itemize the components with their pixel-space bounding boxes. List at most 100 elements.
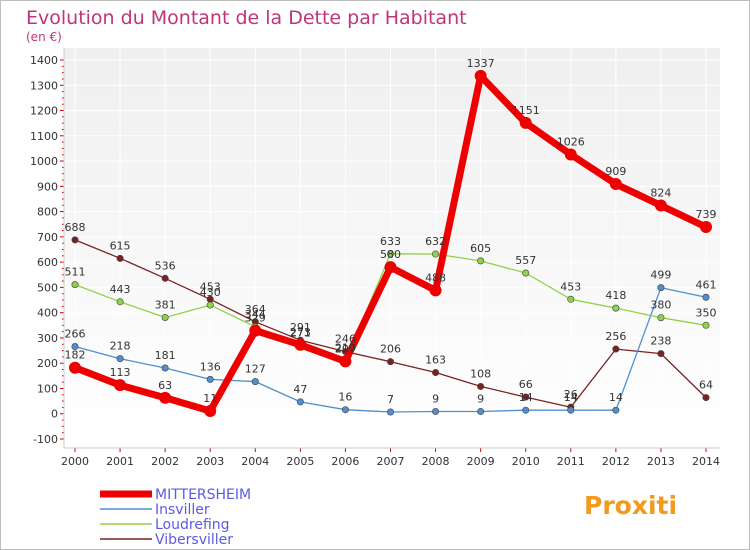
y-tick-label: 1200 [30,105,58,118]
point-loudrefing [612,304,620,312]
data-label-vibersviller: 66 [519,378,533,391]
data-label-vibersviller: 206 [380,343,401,356]
data-label-insviller: 14 [609,391,623,404]
data-label-mittersheim: 488 [425,271,446,284]
data-label-insviller: 127 [245,363,266,376]
point-mittersheim [700,221,712,234]
legend-label-vibersviller: Vibersviller [155,532,233,548]
data-label-mittersheim: 1026 [557,135,585,148]
data-label-mittersheim: 63 [158,379,172,392]
point-vibersviller [161,274,169,282]
x-tick-label: 2014 [692,455,720,468]
data-label-loudrefing: 381 [155,298,176,311]
data-label-loudrefing: 632 [425,235,446,248]
point-insviller [116,355,124,363]
point-insviller [612,406,620,414]
point-mittersheim [609,178,622,191]
point-insviller [477,407,485,415]
point-vibersviller [657,350,665,358]
data-label-loudrefing: 380 [650,299,671,312]
y-tick-label: -100 [33,433,58,446]
point-mittersheim [339,355,352,368]
data-label-insviller: 47 [293,383,307,396]
data-label-loudrefing: 210 [335,342,356,355]
y-tick-label: 200 [37,357,58,370]
data-label-vibersviller: 163 [425,354,446,367]
point-mittersheim [159,391,172,404]
data-label-loudrefing: 350 [696,306,717,319]
point-vibersviller [116,254,124,262]
point-vibersviller [477,382,485,390]
point-insviller [251,378,259,386]
data-label-mittersheim: 1151 [512,104,540,117]
proxiti-logo: Proxiti [584,491,677,520]
point-insviller [296,398,304,406]
point-vibersviller [71,236,79,244]
data-label-vibersviller: 364 [245,303,266,316]
y-tick-label: 600 [37,256,58,269]
point-insviller [702,293,710,301]
point-vibersviller [386,358,394,366]
data-label-vibersviller: 238 [650,335,671,348]
data-label-loudrefing: 418 [605,289,626,302]
x-tick-label: 2010 [512,455,540,468]
point-mittersheim [384,261,397,274]
data-label-mittersheim: 11 [203,392,217,405]
point-mittersheim [564,148,577,161]
data-label-vibersviller: 246 [335,333,356,346]
chart-subtitle: (en €) [26,30,62,44]
x-tick-label: 2007 [377,455,405,468]
point-mittersheim [429,284,442,297]
data-label-mittersheim: 824 [650,187,671,200]
data-label-loudrefing: 443 [110,283,131,296]
x-tick-label: 2011 [557,455,585,468]
data-label-insviller: 499 [650,269,671,282]
point-mittersheim [114,379,127,392]
point-loudrefing [657,314,665,322]
data-label-loudrefing: 605 [470,242,491,255]
point-insviller [341,406,349,414]
point-loudrefing [432,250,440,258]
point-insviller [161,364,169,372]
legend-label-loudrefing: Loudrefing [155,517,230,533]
y-tick-label: 1300 [30,79,58,92]
data-label-insviller: 461 [696,278,717,291]
x-tick-label: 2008 [422,455,450,468]
data-label-vibersviller: 291 [290,321,311,334]
x-tick-label: 2000 [61,455,89,468]
point-loudrefing [567,295,575,303]
data-label-insviller: 9 [432,392,439,405]
data-label-vibersviller: 26 [564,388,578,401]
y-tick-label: 1000 [30,155,58,168]
chart-title: Evolution du Montant de la Dette par Hab… [26,7,467,29]
point-vibersviller [612,345,620,353]
point-insviller [386,408,394,416]
point-insviller [567,406,575,414]
x-tick-label: 2013 [647,455,675,468]
x-tick-label: 2009 [467,455,495,468]
data-label-vibersviller: 64 [699,379,713,392]
data-label-mittersheim: 113 [110,366,131,379]
data-label-loudrefing: 633 [380,235,401,248]
x-tick-label: 2001 [106,455,134,468]
data-label-mittersheim: 909 [605,165,626,178]
y-tick-label: 700 [37,231,58,244]
x-tick-label: 2006 [331,455,359,468]
data-label-mittersheim: 1337 [467,57,495,70]
y-tick-label: 1400 [30,54,58,67]
data-label-loudrefing: 511 [65,266,86,279]
point-vibersviller [702,394,710,402]
data-label-mittersheim: 329 [245,312,266,325]
data-label-mittersheim: 207 [335,342,356,355]
data-label-insviller: 181 [155,349,176,362]
point-mittersheim [519,116,532,129]
y-tick-label: 800 [37,206,58,219]
x-tick-label: 2002 [151,455,179,468]
x-tick-label: 2005 [286,455,314,468]
point-loudrefing [161,313,169,321]
data-label-insviller: 9 [477,392,484,405]
data-label-mittersheim: 273 [290,326,311,339]
point-mittersheim [474,69,487,82]
data-label-loudrefing: 557 [515,254,536,267]
